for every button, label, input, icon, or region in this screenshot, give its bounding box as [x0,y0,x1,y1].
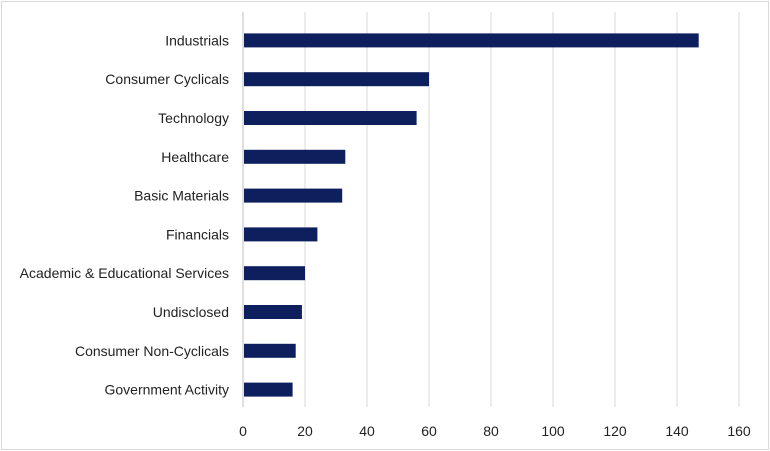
bar [244,266,305,281]
bar [244,305,302,319]
gridlines [242,12,740,407]
category-label: Academic & Educational Services [20,265,229,281]
x-tick-labels: 0 20 40 60 80 100 120 140 160 [239,423,751,439]
x-tick-label: 0 [239,423,247,439]
x-tick-label: 100 [541,423,565,439]
x-tick-label: 120 [603,423,627,439]
bar [244,227,318,242]
bar [244,149,346,164]
category-label: Government Activity [105,382,230,398]
bar [244,382,293,397]
x-tick-label: 20 [297,423,313,439]
category-label: Undisclosed [153,304,229,320]
category-label: Healthcare [161,149,229,165]
category-label: Industrials [165,32,229,48]
bar [244,72,429,87]
category-label: Basic Materials [134,188,229,204]
x-tick-label: 140 [665,423,689,439]
x-tick-label: 40 [359,423,375,439]
bar [244,188,343,203]
bar [244,343,296,358]
x-tick-label: 80 [483,423,499,439]
category-labels: Industrials Consumer Cyclicals Technology H… [20,32,230,397]
category-label: Financials [166,226,229,242]
bar [244,111,417,125]
category-label: Consumer Cyclicals [105,71,229,87]
x-tick-label: 60 [421,423,437,439]
bars [244,33,699,397]
bar [244,33,699,48]
category-label: Consumer Non-Cyclicals [75,343,229,359]
category-label: Technology [158,110,229,126]
x-tick-label: 160 [727,423,751,439]
